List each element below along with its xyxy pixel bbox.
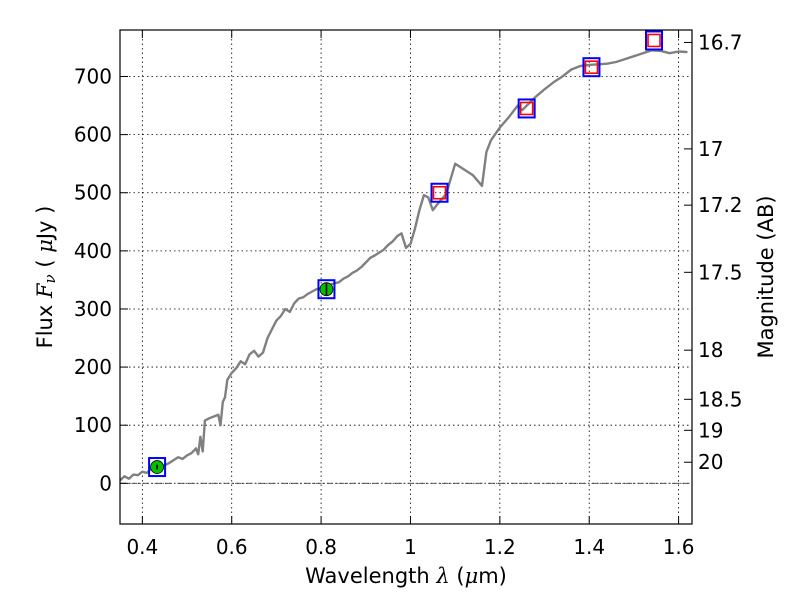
y-title-part: F xyxy=(33,282,57,299)
y-title-part: Flux xyxy=(33,298,57,348)
mag-tick-label: 16.7 xyxy=(698,30,743,54)
x-tick-label: 1.2 xyxy=(484,535,516,559)
x-tick-label: 1 xyxy=(404,535,417,559)
photometry-box xyxy=(430,182,449,203)
photometry-box xyxy=(645,30,664,51)
spectrum-line xyxy=(119,49,688,482)
x-tick-label: 0.8 xyxy=(305,535,337,559)
model-flux-square xyxy=(432,185,447,200)
model-flux-square xyxy=(519,101,534,116)
mag-tick-label: 17.5 xyxy=(698,260,743,284)
mag-tick-label: 18.5 xyxy=(698,387,743,411)
y-tick-label: 400 xyxy=(74,239,112,263)
photometry-box xyxy=(317,279,336,300)
x-axis-title: Wavelength λ (μm) xyxy=(305,564,507,588)
y-title-part: μ xyxy=(33,239,57,253)
x-title-part: μ xyxy=(465,564,479,588)
spectrum-layer xyxy=(119,49,688,482)
photometry-box xyxy=(148,457,167,478)
photometry-box xyxy=(582,57,601,78)
y-tick-label: 100 xyxy=(74,413,112,437)
mag-tick-label: 20 xyxy=(698,450,723,474)
mag-tick-label: 18 xyxy=(698,338,723,362)
magnitude-axis-title: Magnitude (AB) xyxy=(754,195,778,358)
y-tick-label: 500 xyxy=(74,181,112,205)
x-axis-ticks: 0.4 0.6 0.8 1 1.2 1.4 1.6 xyxy=(126,30,695,559)
y-title-part: ν xyxy=(41,274,59,283)
y-tick-label: 200 xyxy=(74,355,112,379)
y-tick-label: 300 xyxy=(74,297,112,321)
y-axis-title: Flux Fν ( μJy ) xyxy=(33,206,59,349)
y-tick-label: 700 xyxy=(74,64,112,88)
photometry-box xyxy=(517,98,536,119)
x-tick-label: 0.4 xyxy=(126,535,158,559)
model-flux-square xyxy=(584,60,599,74)
x-title-part: Wavelength xyxy=(305,564,436,588)
magnitude-axis-ticks: 16.7 17 17.2 17.5 18 18.5 19 20 xyxy=(684,30,743,474)
y-title-part: ( xyxy=(33,253,57,275)
y-tick-label: 600 xyxy=(74,123,112,147)
x-tick-label: 1.6 xyxy=(663,535,695,559)
mag-tick-label: 17.2 xyxy=(698,193,743,217)
model-flux-square xyxy=(647,33,661,48)
y-title-part: Jy ) xyxy=(33,206,57,242)
photometry-points-layer xyxy=(148,30,664,478)
mag-tick-label: 19 xyxy=(698,418,723,442)
x-title-part: ( xyxy=(450,564,465,588)
plot-frame xyxy=(119,29,693,525)
x-title-part: m) xyxy=(478,564,507,588)
plot-area xyxy=(120,30,692,524)
y-tick-label: 0 xyxy=(99,471,112,495)
mag-tick-label: 17 xyxy=(698,137,723,161)
x-tick-label: 1.4 xyxy=(573,535,605,559)
x-tick-label: 0.6 xyxy=(216,535,248,559)
x-title-part: λ xyxy=(435,564,449,588)
y-axis-ticks: 0 100 200 300 400 500 600 700 xyxy=(74,64,128,495)
